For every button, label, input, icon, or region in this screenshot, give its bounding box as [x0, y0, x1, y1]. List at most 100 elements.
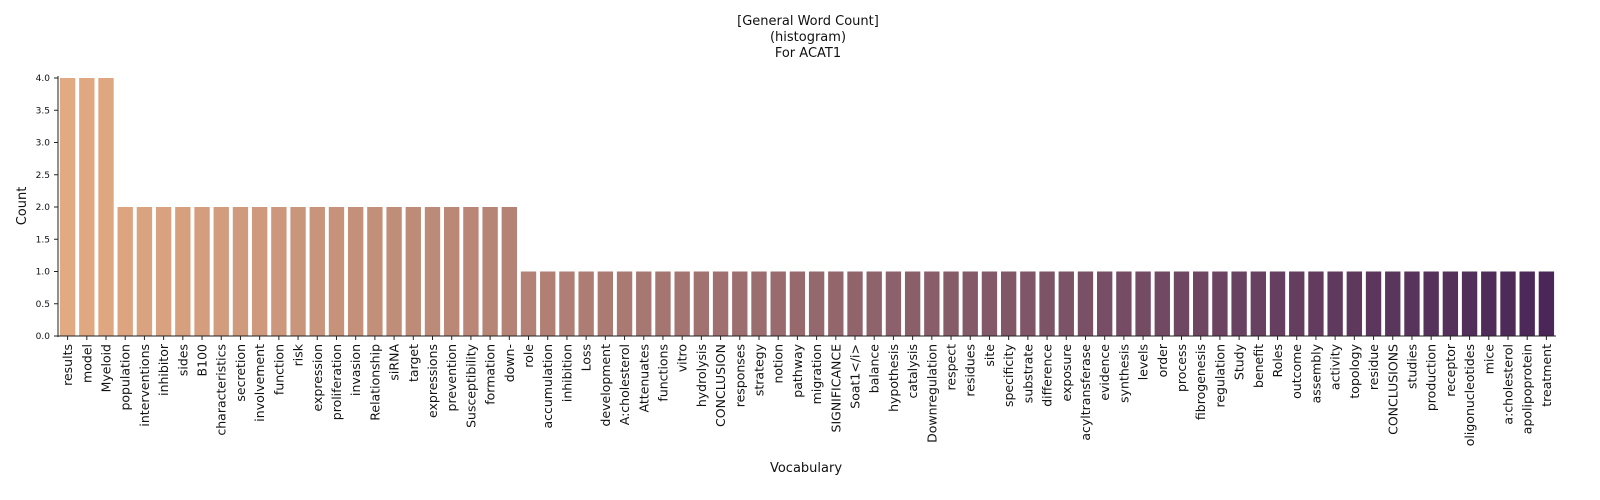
x-tick-label: A:cholesterol	[617, 344, 632, 425]
bar-hypothesis	[885, 271, 902, 336]
x-tick-label: regulation	[1212, 344, 1227, 408]
x-tick-label: Roles	[1270, 344, 1285, 377]
x-tick-label: role	[521, 344, 536, 368]
x-tick-label: inhibition	[559, 344, 574, 402]
x-tick-label: notion	[771, 344, 786, 384]
x-tick-label: SIGNIFICANCE	[828, 344, 843, 433]
x-tick-label: mice	[1481, 344, 1496, 375]
y-tick-label: 3.0	[36, 139, 51, 149]
x-tick-label: assembly	[1308, 343, 1323, 403]
x-tick-label: CONCLUSIONS	[1385, 344, 1400, 435]
x-tick-label: residue	[1366, 344, 1381, 390]
chart-title-line-1: [General Word Count]	[737, 14, 879, 29]
bar-involvement	[251, 207, 268, 336]
bar-sirna	[386, 207, 402, 336]
bar-interventions	[136, 207, 153, 336]
x-tick-label: receptor	[1443, 343, 1458, 397]
x-tick-label: Relationship	[367, 344, 382, 421]
bar-roles	[1269, 271, 1286, 336]
bar-target	[405, 207, 421, 336]
bar-b100	[194, 207, 210, 336]
x-tick-label: interventions	[137, 344, 152, 427]
bar-role	[520, 271, 537, 336]
bar-significance	[828, 271, 844, 336]
x-tick-label: Study	[1232, 343, 1247, 380]
x-tick-label: inhibitor	[156, 343, 171, 396]
bar-site	[981, 271, 998, 336]
bar-study	[1231, 271, 1247, 336]
x-tick-label: results	[60, 344, 75, 386]
y-tick-label: 0.5	[36, 300, 50, 310]
x-tick-label: levels	[1136, 344, 1151, 380]
x-tick-label: population	[118, 344, 133, 411]
bar-outcome	[1289, 271, 1305, 336]
bar-functions	[655, 271, 671, 336]
bar-expression	[309, 207, 325, 336]
bar-pathway	[789, 271, 806, 336]
x-tick-label: invasion	[348, 344, 363, 396]
bar-vitro	[674, 271, 690, 336]
bar-characteristics	[213, 207, 229, 336]
x-tick-label: strategy	[751, 343, 766, 396]
bar-specificity	[1000, 271, 1017, 336]
x-tick-label: development	[598, 344, 613, 427]
bar-migration	[808, 271, 825, 336]
bar-relationship	[367, 207, 383, 336]
x-tick-label: risk	[291, 343, 306, 366]
x-tick-label: vitro	[675, 344, 690, 372]
x-tick-label: characteristics	[214, 344, 229, 436]
bar-inhibitor	[155, 207, 172, 336]
x-tick-label: proliferation	[329, 344, 344, 420]
chart-title-line-3: For ACAT1	[775, 46, 841, 61]
x-tick-label: specificity	[1001, 343, 1016, 407]
x-tick-label: outcome	[1289, 344, 1304, 399]
x-tick-label: Attenuates	[636, 344, 651, 412]
bar-respect	[943, 271, 959, 336]
x-tick-label: evidence	[1097, 344, 1112, 401]
bar-synthesis	[1116, 271, 1132, 336]
x-tick-label: activity	[1328, 343, 1343, 390]
bar-expressions	[424, 207, 441, 336]
x-tick-label: Susceptibility	[463, 343, 478, 427]
bar-activity	[1327, 271, 1343, 336]
y-tick-label: 3.5	[36, 106, 50, 116]
x-tick-label: a:cholesterol	[1500, 344, 1515, 425]
x-tick-label: treatment	[1539, 344, 1554, 407]
x-tick-label: secretion	[233, 344, 248, 402]
bar-mice	[1481, 271, 1497, 336]
bar-benefit	[1250, 271, 1266, 336]
x-tick-label: fibrogenesis	[1193, 344, 1208, 420]
bar-loss	[578, 271, 594, 336]
x-tick-label: synthesis	[1116, 344, 1131, 403]
x-tick-label: CONCLUSION	[713, 344, 728, 427]
x-tick-label: pathway	[790, 343, 805, 397]
bar-development	[597, 271, 614, 336]
y-tick-label: 1.5	[36, 235, 50, 245]
x-tick-label: accumulation	[540, 344, 555, 429]
x-tick-label: Loss	[579, 344, 594, 371]
bar-formation	[482, 207, 498, 336]
x-tick-label: migration	[809, 344, 824, 404]
x-tick-label: exposure	[1059, 344, 1074, 402]
bar-a-cholesterol	[616, 271, 633, 336]
x-tick-label: difference	[1040, 344, 1055, 407]
x-tick-label: involvement	[252, 344, 267, 422]
bar-hydrolysis	[693, 271, 710, 336]
bar-sides	[175, 207, 191, 336]
x-tick-label: topology	[1347, 343, 1362, 398]
x-tick-label: Myeloid	[99, 344, 114, 392]
x-tick-label: hydrolysis	[694, 344, 709, 407]
bar-residues	[962, 271, 978, 336]
x-tick-label: prevention	[444, 344, 459, 411]
x-tick-label: sides	[175, 344, 190, 376]
bar-evidence	[1097, 271, 1113, 336]
bars-group	[59, 78, 1555, 336]
bar-results	[59, 78, 76, 336]
bar-residue	[1365, 271, 1382, 336]
x-tick-label: production	[1424, 344, 1439, 411]
bar-susceptibility	[463, 207, 479, 336]
x-tick-label: B100	[195, 344, 210, 376]
x-tick-label: siRNA	[387, 344, 402, 381]
bar-exposure	[1058, 271, 1074, 336]
x-tick-label: oligonucleotides	[1462, 344, 1477, 446]
